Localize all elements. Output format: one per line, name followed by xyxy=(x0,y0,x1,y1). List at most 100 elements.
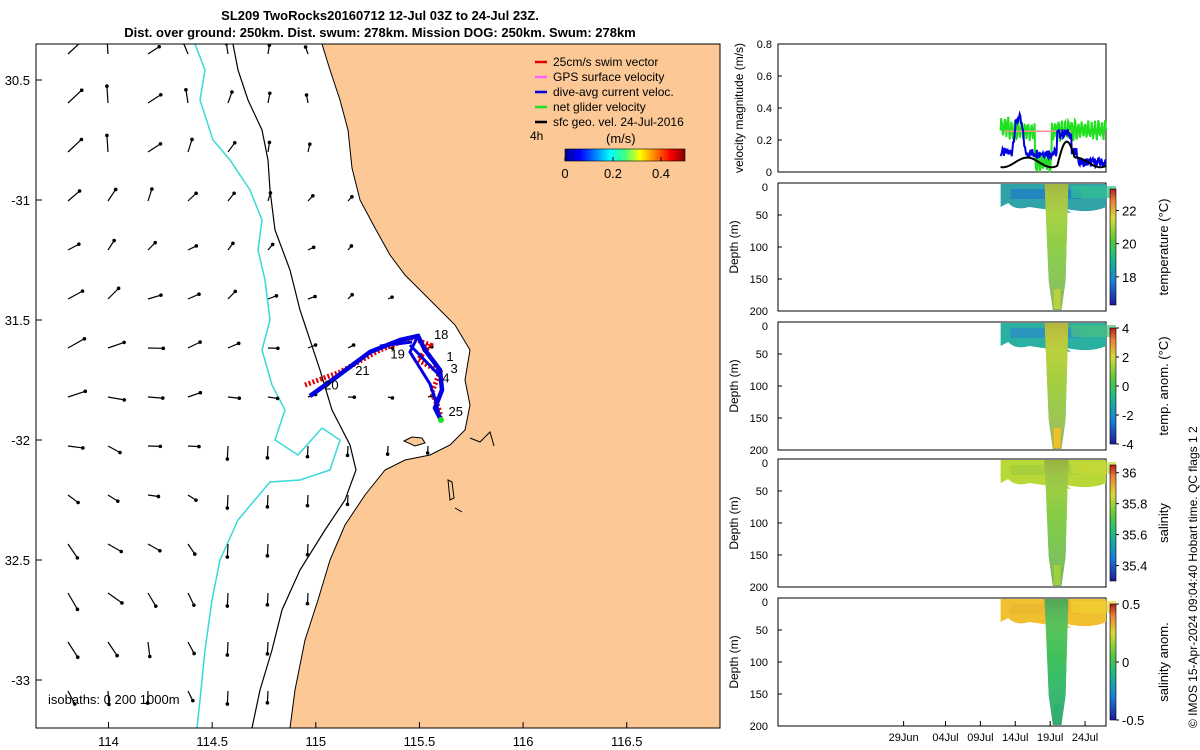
current-arrow-head xyxy=(82,336,87,341)
current-arrow-shaft xyxy=(107,494,119,502)
current-arrow-head xyxy=(265,603,270,607)
current-arrow-head xyxy=(193,552,197,556)
current-arrow-head xyxy=(345,453,350,458)
current-arrow-head xyxy=(275,396,280,401)
isobath-200m xyxy=(232,44,357,728)
depth-colorbar-label: temp. anom. (°C) xyxy=(1156,336,1171,435)
chart-title-line2: Dist. over ground: 250km. Dist. swum: 27… xyxy=(124,25,636,40)
current-arrow-head xyxy=(308,142,312,147)
current-arrow-head xyxy=(233,289,238,294)
depth-y-tick-label: 100 xyxy=(750,518,768,530)
map-y-tick-label: 32.5 xyxy=(5,553,30,568)
current-arrow-head xyxy=(198,390,203,395)
velocity-y-tick-label: 0.6 xyxy=(757,71,772,83)
current-arrow-shaft xyxy=(67,338,85,349)
map-x-tick-label: 116.5 xyxy=(611,734,643,749)
current-arrow-head xyxy=(230,90,234,94)
current-arrow-head xyxy=(118,450,122,455)
upper-layer-band xyxy=(1071,325,1117,337)
time-x-tick-label: 04Jul xyxy=(932,732,958,744)
current-arrow-head xyxy=(150,187,154,191)
depth-panel-3: 0 50 100 150 200 Depth (m) 36 35.8 35.6 35.4 salin… xyxy=(727,458,1171,594)
current-arrow-head xyxy=(115,653,119,658)
current-arrow-head xyxy=(184,87,188,92)
current-arrow-shaft xyxy=(226,641,229,656)
time-x-tick-label: 19Jul xyxy=(1037,732,1063,744)
current-arrow-head xyxy=(313,343,318,347)
current-arrow-shaft xyxy=(107,396,125,401)
current-arrow-shaft xyxy=(226,445,229,460)
deep-dive-bottom xyxy=(1053,428,1061,448)
current-arrow-shaft xyxy=(227,342,239,349)
current-arrow-shaft xyxy=(107,641,118,656)
deep-dive-bottom xyxy=(1053,565,1061,585)
current-arrow-head xyxy=(122,340,126,345)
current-arrow-shaft xyxy=(107,287,120,300)
current-arrow-head xyxy=(81,446,85,450)
depth-y-tick-label: 0 xyxy=(762,321,768,333)
current-arrow-shaft xyxy=(107,189,117,202)
current-arrow-head xyxy=(274,294,279,298)
current-arrow-head xyxy=(225,653,230,657)
current-arrow-head xyxy=(304,93,309,97)
current-arrow-head xyxy=(305,552,310,557)
isobath-1000m xyxy=(194,44,341,728)
depth-y-tick-label: 150 xyxy=(750,274,768,286)
current-arrow-shaft xyxy=(106,135,109,153)
current-arrow-head xyxy=(153,240,157,245)
current-arrow-head xyxy=(145,701,150,705)
current-arrow-shaft xyxy=(147,294,162,300)
depth-colorbar-tick-label: 35.8 xyxy=(1122,497,1147,512)
current-arrow-shaft xyxy=(147,592,157,607)
current-arrow-head xyxy=(237,396,242,401)
track-day-labels: 18 19 134 21 20 25 xyxy=(324,327,463,419)
current-arrow-shaft xyxy=(67,190,80,202)
current-arrow-shaft xyxy=(147,46,160,55)
current-arrow-shaft xyxy=(107,240,115,251)
depth-colorbar-tick-label: 4 xyxy=(1122,321,1129,336)
current-arrow-shaft xyxy=(187,293,200,300)
map-y-tick-label: 31.5 xyxy=(5,313,30,328)
depth-colorbar-tick-label: 2 xyxy=(1122,350,1129,365)
depth-colorbar-tick-label: 36 xyxy=(1122,466,1136,481)
current-arrow-head xyxy=(105,84,109,88)
current-arrow-shaft xyxy=(67,390,86,398)
current-arrow-shaft xyxy=(226,543,229,558)
depth-y-label: Depth (m) xyxy=(727,635,741,688)
map-panel: 114 114.5 115 115.5 116 116.5 30.5-3131.5-323… xyxy=(5,37,721,749)
depth-y-label: Depth (m) xyxy=(727,496,741,549)
map-frame xyxy=(35,43,721,729)
current-arrow-head xyxy=(303,45,308,49)
map-x-tick-label: 116 xyxy=(513,734,534,749)
current-arrow-head xyxy=(105,37,109,41)
velocity-y-tick-label: 0.2 xyxy=(757,135,772,147)
speed-colorbar: (m/s) 0 0.2 0.4 xyxy=(561,131,686,181)
track-day-label: 21 xyxy=(355,363,369,378)
depth-y-tick-label: 100 xyxy=(750,381,768,393)
depth-panel-2: 0 50 100 150 200 Depth (m) 4 2 0 -2 -4 temp. anom. … xyxy=(727,321,1171,457)
current-arrow-head xyxy=(190,137,194,142)
current-arrow-shaft xyxy=(187,592,195,606)
upper-layer-band xyxy=(1071,186,1117,198)
current-arrow-head xyxy=(192,603,196,607)
current-arrow-head xyxy=(113,187,118,192)
current-arrow-head xyxy=(72,702,77,706)
map-x-tick-label: 115.5 xyxy=(404,734,436,749)
current-arrow-head xyxy=(79,88,84,93)
velocity-ylabel: velocity magnitude (m/s) xyxy=(732,43,746,173)
current-arrow-shaft xyxy=(227,91,233,104)
current-arrow-head xyxy=(80,289,85,293)
current-arrow-shaft xyxy=(266,445,269,458)
current-arrow-head xyxy=(305,503,310,508)
isobath-0m xyxy=(289,44,471,728)
legend-label: 25cm/s swim vector xyxy=(553,55,658,69)
current-arrow-head xyxy=(305,601,310,606)
current-arrow-head xyxy=(83,389,88,394)
current-arrow-shaft xyxy=(266,592,269,605)
current-arrow-head xyxy=(194,244,199,248)
depth-y-tick-label: 50 xyxy=(756,625,768,637)
velocity-y-tick-label: 0.4 xyxy=(757,103,772,115)
current-arrow-shaft xyxy=(266,690,269,703)
current-arrow-head xyxy=(157,44,161,49)
